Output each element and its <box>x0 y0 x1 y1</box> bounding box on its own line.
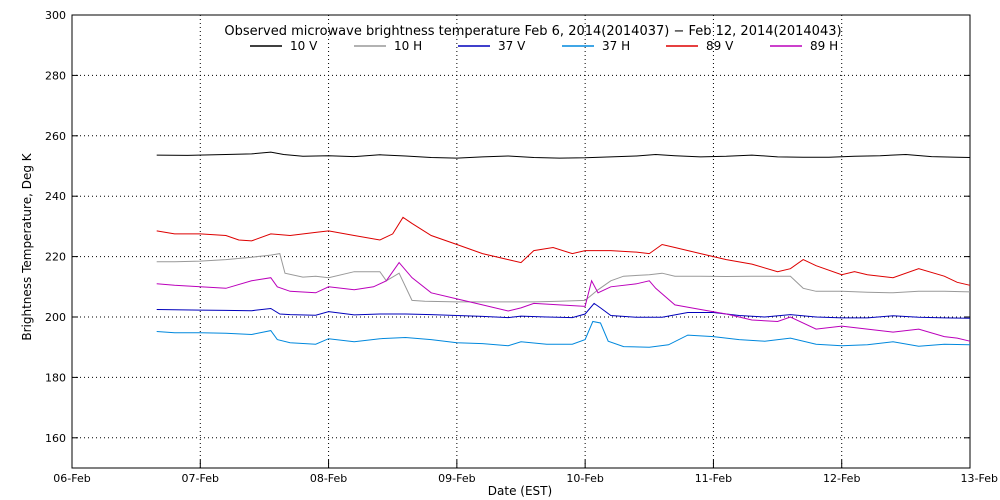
series-line-37-v <box>156 302 971 319</box>
y-tick-label: 240 <box>45 190 66 203</box>
series-line-89-v <box>156 216 971 286</box>
x-axis: 06-Feb 07-Feb 08-Feb 09-Feb 10-Feb 11-Feb 12-F… <box>53 460 998 485</box>
x-tick-label: 12-Feb <box>823 472 860 485</box>
chart-title: Observed microwave brightness temperatur… <box>224 24 841 39</box>
plot-frame <box>71 14 971 469</box>
legend-label: 89 V <box>706 39 734 53</box>
x-tick-label: 11-Feb <box>695 472 732 485</box>
series-line-10-v <box>156 151 971 159</box>
grid <box>72 15 970 468</box>
legend-label: 10 V <box>290 39 318 53</box>
y-tick-label: 280 <box>45 69 66 82</box>
legend-label: 10 H <box>394 39 422 53</box>
legend-label: 37 H <box>602 39 630 53</box>
y-tick-label: 160 <box>45 432 66 445</box>
series-line-89-h <box>156 261 971 342</box>
y-tick-label: 200 <box>45 311 66 324</box>
legend: 10 V 10 H 37 V 37 H 89 V 89 H <box>250 39 838 53</box>
series-line-10-h <box>156 253 971 303</box>
y-axis-label: Brightness Temperature, Deg K <box>20 152 34 340</box>
x-tick-label: 09-Feb <box>438 472 475 485</box>
y-tick-label: 220 <box>45 251 66 264</box>
y-axis: 160 180 200 220 240 260 280 300 <box>45 9 970 445</box>
x-tick-label: 10-Feb <box>566 472 603 485</box>
x-tick-label: 13-Feb <box>961 472 998 485</box>
y-tick-label: 300 <box>45 9 66 22</box>
series-line-37-h <box>156 320 971 348</box>
legend-label: 89 H <box>810 39 838 53</box>
legend-label: 37 V <box>498 39 526 53</box>
y-tick-label: 180 <box>45 371 66 384</box>
series-group <box>156 151 971 348</box>
x-tick-label: 07-Feb <box>182 472 219 485</box>
x-axis-label: Date (EST) <box>488 484 552 498</box>
y-tick-label: 260 <box>45 130 66 143</box>
x-tick-label: 06-Feb <box>53 472 90 485</box>
x-tick-label: 08-Feb <box>310 472 347 485</box>
